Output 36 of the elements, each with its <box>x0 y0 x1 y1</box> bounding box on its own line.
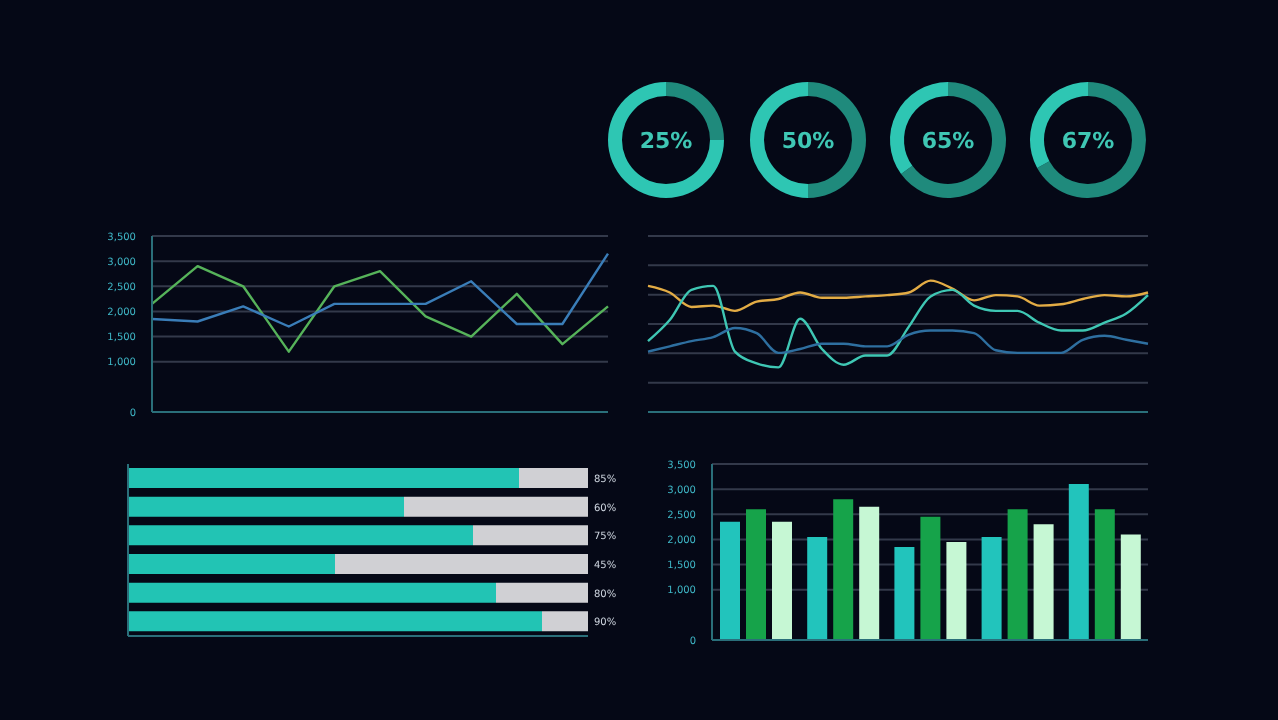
bar <box>1120 534 1141 640</box>
bar <box>1094 509 1115 640</box>
bar <box>859 506 880 640</box>
bar <box>496 582 588 603</box>
bar <box>1007 509 1028 640</box>
bar <box>128 496 404 517</box>
bar <box>128 525 473 546</box>
bar <box>128 554 335 574</box>
bar <box>128 611 542 632</box>
bar <box>720 521 740 640</box>
donut-slice <box>1037 82 1146 198</box>
text: 65% <box>921 127 975 153</box>
bar <box>833 499 854 640</box>
text: 50% <box>781 127 835 153</box>
bar <box>946 541 967 640</box>
bar <box>128 468 519 488</box>
bar <box>128 582 496 603</box>
bar <box>981 536 1002 640</box>
bar <box>746 509 766 640</box>
text: 67% <box>1061 127 1115 153</box>
donut-slice <box>901 82 1006 198</box>
bar <box>473 525 588 546</box>
bar <box>807 536 828 640</box>
bar <box>894 546 915 640</box>
text: 25% <box>639 127 693 153</box>
bar <box>1033 524 1054 640</box>
line-series <box>150 264 610 353</box>
bar <box>920 516 941 640</box>
bar <box>519 468 588 488</box>
line-series <box>150 252 610 328</box>
bar <box>404 496 588 517</box>
donut-slice <box>608 82 724 198</box>
bar <box>542 611 588 632</box>
bar <box>772 521 792 640</box>
bar <box>1068 484 1089 640</box>
bar <box>335 554 588 574</box>
